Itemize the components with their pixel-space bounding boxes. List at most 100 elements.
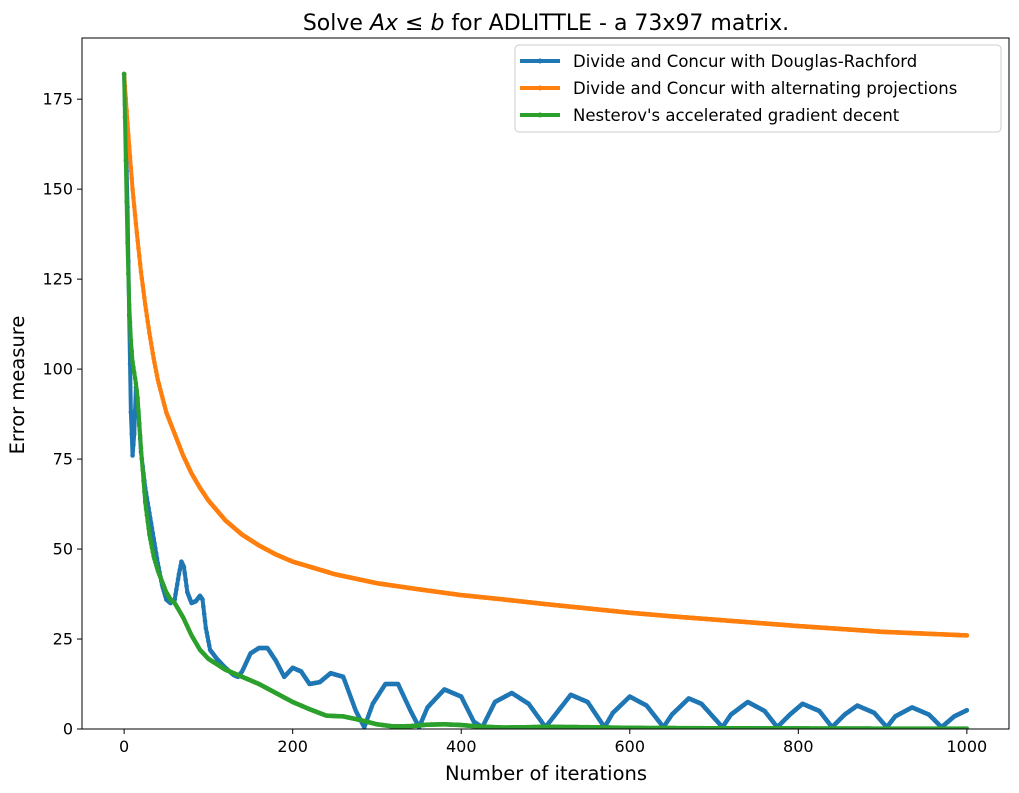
data-point — [137, 261, 143, 267]
data-point — [964, 633, 970, 638]
data-point — [144, 512, 150, 518]
data-point — [143, 506, 149, 512]
data-point — [140, 467, 145, 473]
data-point — [126, 271, 131, 277]
data-point — [141, 478, 146, 483]
legend-item: Divide and Concur with alternating proje… — [520, 79, 957, 98]
x-tick-label: 400 — [446, 737, 477, 756]
data-point — [133, 221, 139, 227]
data-point — [128, 338, 134, 343]
data-point — [200, 597, 205, 602]
y-tick-label: 75 — [53, 450, 73, 469]
data-point — [134, 230, 140, 235]
data-point — [146, 525, 151, 531]
data-point — [139, 456, 145, 462]
data-point — [131, 195, 136, 201]
data-point — [142, 499, 148, 505]
data-point — [132, 212, 138, 218]
series-layer — [121, 71, 970, 729]
legend-marker — [537, 112, 543, 118]
data-point — [206, 643, 212, 648]
legend-box — [514, 44, 1002, 133]
y-tick-label: 25 — [53, 630, 73, 649]
y-tick-label: 50 — [53, 540, 73, 559]
legend: Divide and Concur with Douglas-Rachford D… — [514, 44, 1002, 133]
data-point — [964, 707, 970, 713]
data-point — [128, 165, 134, 170]
data-point — [149, 345, 155, 351]
data-point — [131, 442, 136, 447]
data-point — [128, 409, 134, 415]
data-point — [125, 240, 130, 246]
data-point — [183, 577, 188, 582]
data-point — [136, 245, 141, 251]
series-3 — [121, 71, 970, 729]
data-point — [127, 320, 133, 325]
legend-item: Divide and Concur with Douglas-Rachford — [520, 52, 917, 71]
y-tick-label: 100 — [42, 360, 73, 379]
data-point — [137, 253, 142, 259]
data-point — [127, 154, 133, 160]
legend-item: Nesterov's accelerated gradient decent — [520, 106, 900, 125]
axes-spines — [81, 37, 1010, 730]
data-point — [135, 395, 140, 401]
data-point — [139, 276, 145, 281]
data-point — [144, 313, 150, 319]
legend-label: Nesterov's accelerated gradient decent — [573, 106, 900, 125]
data-point — [126, 302, 132, 307]
chart-title: Solve Ax ≤ b for ADLITTLE - a 73x97 matr… — [303, 11, 789, 36]
data-point — [129, 176, 135, 181]
data-point — [141, 289, 146, 294]
data-point — [131, 370, 137, 376]
x-tick-label: 800 — [783, 737, 814, 756]
x-tick-label: 200 — [277, 737, 308, 756]
data-point — [131, 365, 136, 370]
data-point — [135, 237, 140, 243]
data-point — [136, 408, 141, 413]
y-tick-label: 125 — [42, 270, 73, 289]
data-point — [173, 592, 178, 597]
data-point — [182, 571, 188, 576]
data-point — [142, 302, 148, 307]
data-point — [147, 532, 152, 537]
data-point — [176, 571, 182, 577]
data-point — [174, 582, 180, 587]
data-point — [142, 489, 147, 494]
data-point — [174, 587, 179, 592]
data-point — [134, 388, 140, 394]
series-2 — [121, 71, 970, 638]
data-point — [201, 611, 207, 617]
data-point — [175, 576, 181, 582]
data-point — [204, 630, 210, 635]
data-point — [202, 618, 208, 624]
data-point — [138, 445, 144, 451]
data-point — [147, 330, 152, 336]
legend-marker — [537, 85, 543, 91]
legend-label: Divide and Concur with Douglas-Rachford — [573, 52, 917, 71]
x-axis-label: Number of iterations — [445, 762, 647, 785]
data-point — [151, 356, 156, 361]
data-point — [140, 282, 145, 288]
data-point — [205, 634, 210, 640]
data-point — [130, 186, 135, 192]
data-point — [129, 348, 135, 354]
data-point — [142, 295, 147, 301]
data-point — [131, 204, 137, 209]
data-point — [152, 360, 157, 365]
data-point — [130, 359, 135, 365]
data-point — [146, 325, 151, 330]
x-tick-label: 600 — [614, 737, 645, 756]
data-point — [122, 114, 128, 120]
data-point — [123, 158, 129, 163]
y-axis-label: Error measure — [6, 316, 29, 455]
series-1 — [121, 71, 970, 729]
legend-label: Divide and Concur with alternating proje… — [573, 79, 957, 98]
data-point — [153, 364, 158, 370]
legend-marker — [537, 58, 543, 64]
data-point — [206, 638, 211, 644]
data-point — [964, 726, 970, 729]
data-point — [137, 433, 143, 438]
data-point — [203, 625, 209, 631]
data-point — [121, 71, 127, 77]
